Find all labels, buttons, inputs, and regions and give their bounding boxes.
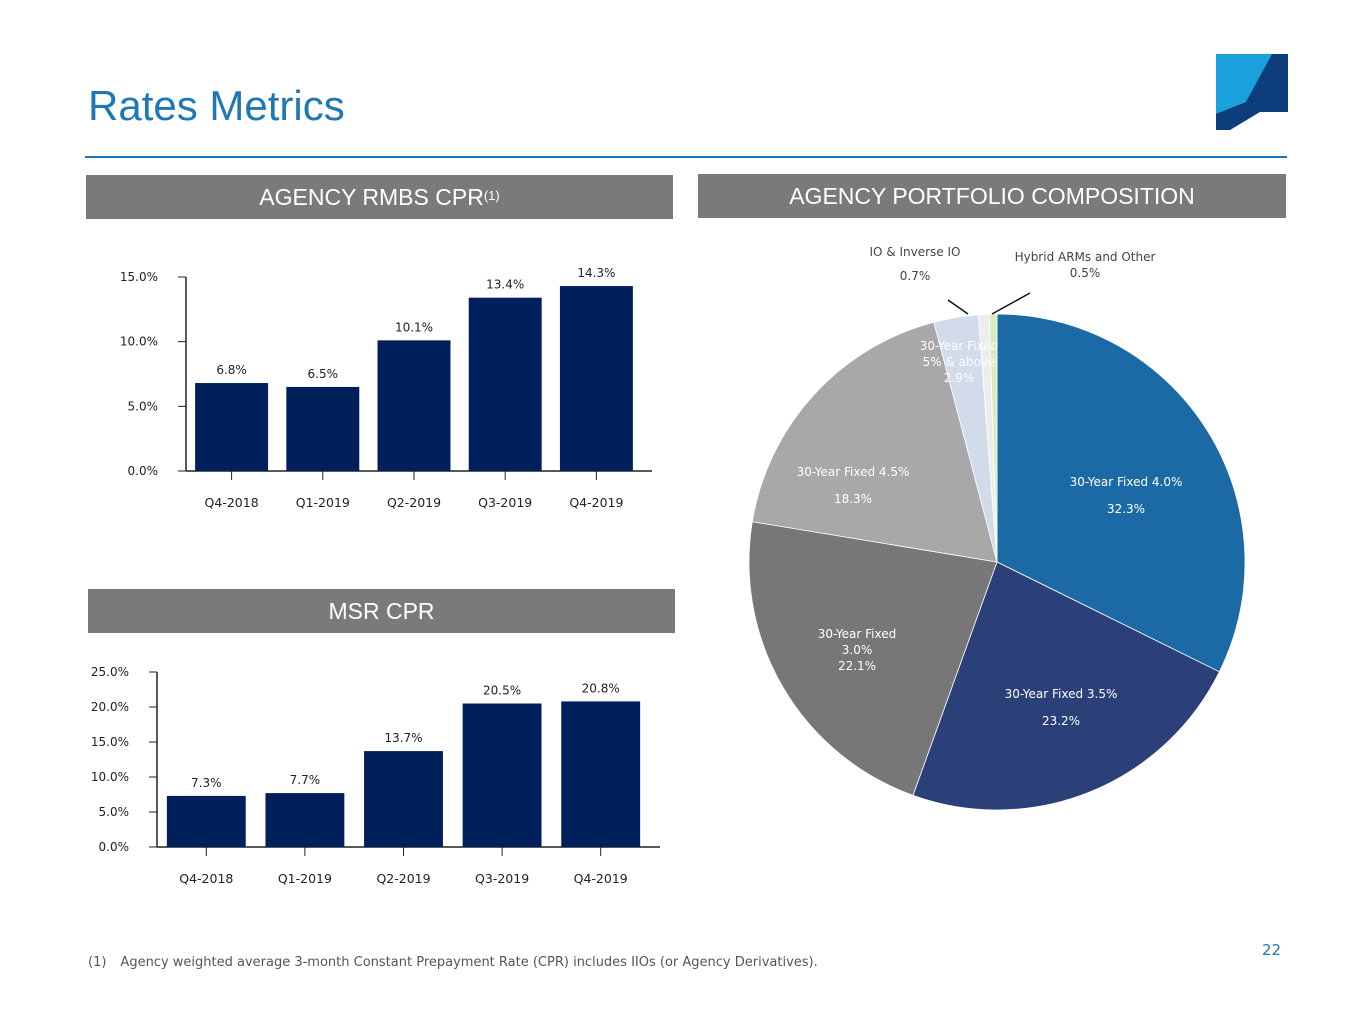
agency-cpr-data-label: 10.1% <box>395 320 433 334</box>
agency-cpr-y-tick-label: 5.0% <box>128 399 159 413</box>
agency-cpr-bar <box>559 286 633 471</box>
footnote-text: Agency weighted average 3-month Constant… <box>120 955 818 970</box>
agency-cpr-y-tick-label: 10.0% <box>120 335 158 349</box>
msr-cpr-x-tick-label: Q4-2018 <box>179 871 233 886</box>
agency-cpr-data-label: 13.4% <box>486 278 524 292</box>
msr-cpr-x-tick-label: Q2-2019 <box>376 871 430 886</box>
page-title: Rates Metrics <box>88 82 345 129</box>
pie-slice-label: 30-Year Fixed <box>818 627 897 641</box>
pie-value-label: 0.7% <box>900 269 931 283</box>
msr-cpr-banner-label: MSR CPR <box>328 597 435 624</box>
pie-slice-label: IO & Inverse IO <box>870 245 961 259</box>
msr-cpr-bar <box>166 795 246 847</box>
pie-value-label: 18.3% <box>834 492 872 506</box>
pie-leader-line <box>991 292 1031 315</box>
msr-cpr-data-label: 20.8% <box>582 681 620 695</box>
composition-banner: AGENCY PORTFOLIO COMPOSITION <box>698 174 1286 218</box>
pie-value-label: 2.9% <box>944 371 975 385</box>
msr-cpr-x-tick-label: Q1-2019 <box>278 871 332 886</box>
msr-cpr-y-tick-label: 0.0% <box>99 840 130 854</box>
msr-cpr-banner: MSR CPR <box>88 589 675 633</box>
agency-cpr-bar <box>195 383 269 471</box>
msr-cpr-x-tick-label: Q4-2019 <box>574 871 628 886</box>
agency-cpr-data-label: 6.5% <box>308 367 339 381</box>
msr-cpr-chart: 0.0% 5.0% 10.0% 15.0% 20.0% 25.0% Q4-2018 7.3% Q… <box>91 665 660 886</box>
agency-cpr-x-tick-label: Q2-2019 <box>387 495 441 510</box>
agency-cpr-y-tick-label: 0.0% <box>128 464 159 478</box>
composition-pie-chart: 30-Year Fixed 4.0% 32.3% 30-Year Fixed 3.5… <box>748 245 1246 811</box>
msr-cpr-data-label: 20.5% <box>483 684 521 698</box>
pie-slice-label: 5% & above <box>923 355 996 369</box>
agency-cpr-x-tick-label: Q4-2018 <box>205 495 259 510</box>
pie-value-label: 32.3% <box>1107 502 1145 516</box>
footnote: (1) Agency weighted average 3-month Const… <box>88 955 818 970</box>
msr-cpr-y-tick-label: 5.0% <box>99 805 130 819</box>
msr-cpr-data-label: 7.7% <box>290 773 321 787</box>
pie-slice-label: 3.0% <box>842 643 873 657</box>
pie-slice <box>751 321 998 563</box>
pie-slice <box>996 313 1246 673</box>
pie-slice-label: 30-Year Fixed 4.5% <box>797 465 910 479</box>
agency-cpr-data-label: 6.8% <box>216 363 247 377</box>
pie-slice-label: 30-Year Fixed 3.5% <box>1005 687 1118 701</box>
msr-cpr-bar <box>364 751 443 847</box>
agency-cpr-banner: AGENCY RMBS CPR (1) <box>86 175 673 219</box>
msr-cpr-y-tick-label: 20.0% <box>91 700 129 714</box>
agency-cpr-x-tick-label: Q1-2019 <box>296 495 350 510</box>
msr-cpr-bar <box>462 703 542 847</box>
pie-value-label: 0.5% <box>1070 266 1101 280</box>
pie-value-label: 22.1% <box>838 659 876 673</box>
company-logo-icon <box>1216 54 1288 130</box>
agency-cpr-bar <box>377 340 451 471</box>
pie-value-label: 23.2% <box>1042 714 1080 728</box>
msr-cpr-y-tick-label: 10.0% <box>91 770 129 784</box>
agency-cpr-x-tick-label: Q4-2019 <box>569 495 623 510</box>
page-number: 22 <box>1262 941 1282 959</box>
msr-cpr-bar <box>561 701 641 847</box>
pie-slice-label: Hybrid ARMs and Other <box>1015 250 1156 264</box>
msr-cpr-y-tick-label: 25.0% <box>91 665 129 679</box>
pie-slice-label: 30-Year Fixed 4.0% <box>1070 475 1183 489</box>
pie-slice <box>748 521 998 796</box>
composition-banner-label: AGENCY PORTFOLIO COMPOSITION <box>789 182 1195 209</box>
agency-cpr-chart: 0.0% 5.0% 10.0% 15.0% Q4-2018 6.8% Q1-2019 6.5%… <box>120 266 652 510</box>
agency-cpr-x-tick-label: Q3-2019 <box>478 495 532 510</box>
msr-cpr-data-label: 13.7% <box>384 731 422 745</box>
pie-leader-line <box>947 299 969 315</box>
agency-cpr-bar <box>468 297 542 471</box>
msr-cpr-data-label: 7.3% <box>191 776 222 790</box>
pie-slice-label: 30-Year Fixed <box>920 339 999 353</box>
agency-cpr-bar <box>286 386 360 471</box>
title-divider <box>85 156 1287 158</box>
pie-slice <box>912 561 1220 811</box>
agency-cpr-banner-label: AGENCY RMBS CPR <box>259 183 484 210</box>
msr-cpr-x-tick-label: Q3-2019 <box>475 871 529 886</box>
footnote-marker: (1) <box>88 955 107 970</box>
agency-cpr-y-tick-label: 15.0% <box>120 270 158 284</box>
agency-cpr-data-label: 14.3% <box>577 266 615 280</box>
msr-cpr-bar <box>265 793 345 847</box>
msr-cpr-y-tick-label: 15.0% <box>91 735 129 749</box>
agency-cpr-footnote-marker: (1) <box>483 187 500 203</box>
